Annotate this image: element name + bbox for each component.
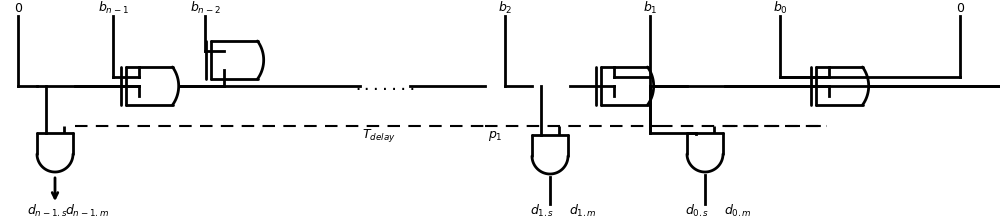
Text: $b_1$: $b_1$ xyxy=(643,0,657,16)
Text: $d_{0,s}$: $d_{0,s}$ xyxy=(685,202,709,216)
Text: $d_{1,s}$: $d_{1,s}$ xyxy=(530,202,554,216)
Text: $T_{delay}$: $T_{delay}$ xyxy=(362,127,396,145)
Text: $b_0$: $b_0$ xyxy=(773,0,787,16)
Text: $b_{n-2}$: $b_{n-2}$ xyxy=(190,0,220,16)
Text: $d_{n-1,s}$: $d_{n-1,s}$ xyxy=(27,202,67,216)
Text: .......: ....... xyxy=(353,78,417,94)
Text: $d_{1,m}$: $d_{1,m}$ xyxy=(569,202,597,216)
Text: 0: 0 xyxy=(14,2,22,14)
Text: 0: 0 xyxy=(956,2,964,14)
Text: $d_{n-1,m}$: $d_{n-1,m}$ xyxy=(65,202,109,216)
Text: $b_2$: $b_2$ xyxy=(498,0,512,16)
Text: $b_{n-1}$: $b_{n-1}$ xyxy=(98,0,128,16)
Text: $p_1$: $p_1$ xyxy=(488,129,503,143)
Text: $d_{0,m}$: $d_{0,m}$ xyxy=(724,202,752,216)
